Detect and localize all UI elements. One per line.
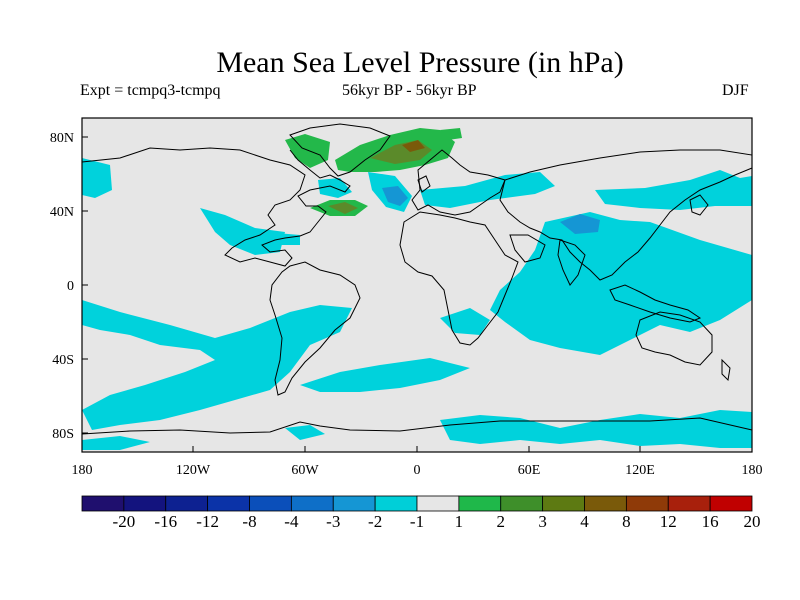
colorbar-swatch	[584, 495, 627, 512]
colorbar-swatch	[667, 495, 711, 512]
colorbar-label: -2	[368, 512, 383, 531]
arabia-coast	[509, 234, 546, 263]
india-coast	[557, 239, 586, 286]
lon-label-0: 0	[414, 463, 421, 478]
colorbar-label: -20	[112, 512, 136, 531]
peak-positive-core	[402, 140, 425, 152]
new-zealand-coast	[721, 358, 731, 382]
colorbar-label: -12	[196, 512, 219, 531]
lon-label-180e: 180	[742, 463, 763, 478]
colorbar-swatch	[81, 495, 125, 512]
strong-negative-core-atlantic	[382, 186, 408, 206]
colorbar-label: 4	[580, 512, 589, 531]
negative-region-europe	[420, 172, 555, 208]
colorbar-label: -8	[242, 512, 257, 531]
colorbar-swatch	[416, 495, 460, 512]
colorbar-swatch	[332, 495, 376, 512]
colorbar-swatch	[290, 495, 334, 512]
colorbar-swatch	[374, 495, 418, 512]
colorbar-swatch	[207, 495, 250, 512]
lon-label-180w: 180	[72, 463, 93, 478]
colorbar-swatch	[165, 495, 209, 512]
lon-label-60e: 60E	[518, 463, 541, 478]
colorbar-label: -1	[409, 512, 425, 531]
period-label: 56kyr BP - 56kyr BP	[342, 82, 477, 99]
experiment-label: Expt = tcmpq3-tcmpq	[80, 82, 221, 99]
europe-coast	[411, 149, 506, 216]
negative-region-indian-ocean	[490, 212, 752, 355]
lon-label-60w: 60W	[291, 463, 319, 478]
asia-coast	[499, 149, 753, 281]
negative-region-north-pacific-east	[200, 208, 285, 255]
colorbar-label: 1	[454, 512, 464, 531]
colorbar	[81, 495, 753, 512]
colorbar-label: 16	[701, 512, 719, 531]
lat-label-0: 0	[67, 279, 74, 294]
lat-label-80n: 80N	[50, 131, 74, 146]
colorbar-swatch	[625, 495, 669, 512]
colorbar-label: -16	[154, 512, 178, 531]
antarctica-coast	[81, 417, 753, 435]
map-title: Mean Sea Level Pressure (in hPa)	[216, 46, 624, 79]
season-label: DJF	[722, 82, 749, 99]
colorbar-labels: -20 -16 -12 -8 -4 -3 -2 -1 1 2 3 4 8 12 16 20	[0, 512, 800, 536]
negative-region-southern-ocean	[300, 358, 470, 392]
south-america-coast	[269, 261, 361, 396]
lon-label-120e: 120E	[625, 463, 655, 478]
australia-coast	[635, 311, 713, 366]
colorbar-label: 12	[659, 512, 677, 531]
strong-positive-core-mid-atlantic	[328, 202, 358, 214]
negative-region-south-atlantic	[440, 308, 490, 335]
colorbar-label: -4	[284, 512, 299, 531]
lat-label-80s: 80S	[52, 427, 74, 442]
greenland-coast	[289, 123, 391, 177]
lon-axis: 180 120W 60W 0 60E 120E 180	[72, 446, 763, 478]
southeast-asia-islands	[609, 284, 702, 323]
negative-region-antarctic-west	[82, 436, 150, 450]
colorbar-label: 20	[743, 512, 761, 531]
strong-negative-core-asia	[560, 214, 600, 234]
lat-label-40n: 40N	[50, 205, 74, 220]
colorbar-label: 8	[622, 512, 631, 531]
colorbar-label: 3	[538, 512, 547, 531]
colorbar-swatch	[709, 495, 753, 512]
north-america-coast	[81, 147, 351, 267]
lat-label-40s: 40S	[52, 353, 74, 368]
colorbar-label: -3	[326, 512, 341, 531]
uk-coast	[417, 175, 431, 193]
negative-region-south-pacific	[82, 300, 352, 430]
lon-label-120w: 120W	[176, 463, 211, 478]
anomaly-contours	[82, 128, 752, 450]
negative-region-north-pacific	[82, 158, 112, 198]
colorbar-swatch	[458, 495, 502, 512]
negative-region-east-asia	[595, 170, 752, 210]
japan-coast	[689, 194, 709, 216]
lat-axis: 80N 40N 0 40S 80S	[50, 131, 88, 442]
colorbar-swatch	[123, 495, 167, 512]
colorbar-swatch	[542, 495, 585, 512]
colorbar-swatch	[249, 495, 292, 512]
colorbar-swatch	[500, 495, 544, 512]
colorbar-label: 2	[496, 512, 506, 531]
positive-region-iceland-east	[440, 128, 462, 140]
coastlines	[81, 123, 753, 435]
africa-coast	[399, 211, 519, 346]
negative-region-antarctic-mid	[285, 425, 325, 440]
